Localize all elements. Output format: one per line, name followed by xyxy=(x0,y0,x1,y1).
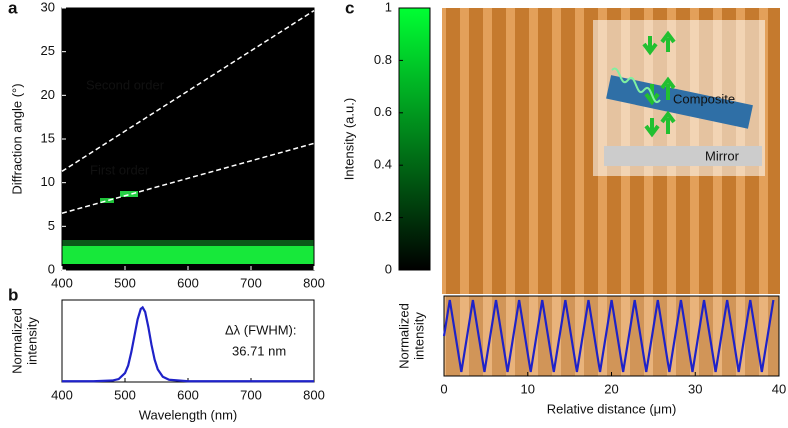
y-tick-label: 0 xyxy=(48,261,55,276)
x-tick-label: 700 xyxy=(240,387,262,402)
x-tick-label: 10 xyxy=(521,381,535,396)
colorbar xyxy=(398,7,431,271)
y-axis-label: Intensity (a.u.) xyxy=(341,98,356,180)
annotation: First order xyxy=(90,162,150,177)
y-axis-label: intensity xyxy=(411,312,426,360)
y-tick-label: 0.2 xyxy=(374,209,392,224)
x-tick-label: 400 xyxy=(51,387,73,402)
annotation: Δλ (FWHM): xyxy=(225,322,297,337)
x-tick-label: 40 xyxy=(772,381,786,396)
arrows xyxy=(642,30,676,138)
x-tick-label: 30 xyxy=(688,381,702,396)
heatmap-band xyxy=(62,240,314,246)
y-axis-label: Diffraction angle (°) xyxy=(9,83,24,194)
series-line xyxy=(61,142,315,214)
plot-frame xyxy=(61,299,315,383)
heatmap-spot xyxy=(100,198,114,203)
panel-label: a xyxy=(8,0,18,17)
y-tick-label: 30 xyxy=(41,0,55,14)
x-tick-label: 600 xyxy=(177,387,199,402)
y-axis-label: intensity xyxy=(24,317,39,365)
x-axis-label: Relative distance (μm) xyxy=(547,401,677,416)
x-tick-label: 0 xyxy=(440,381,447,396)
inset-label: Composite xyxy=(673,91,735,106)
annotation: 36.71 nm xyxy=(232,343,286,358)
panel-label: b xyxy=(8,285,18,304)
x-tick-label: 800 xyxy=(303,387,325,402)
y-tick-label: 0 xyxy=(385,261,392,276)
panel-label: c xyxy=(345,0,354,17)
y-tick-label: 10 xyxy=(41,174,55,189)
y-tick-label: 0.4 xyxy=(374,157,392,172)
series-line xyxy=(442,299,775,373)
series-line xyxy=(62,305,314,383)
coil xyxy=(611,67,661,104)
y-tick-label: 25 xyxy=(41,43,55,58)
profile-bg xyxy=(444,296,779,376)
inset-label: Mirror xyxy=(705,148,740,163)
x-tick-label: 500 xyxy=(114,387,136,402)
y-tick-label: 5 xyxy=(48,218,55,233)
x-tick-label: 20 xyxy=(604,381,618,396)
heatmap-band xyxy=(62,246,314,264)
heatmap-bg xyxy=(62,8,314,270)
series-line xyxy=(61,9,315,172)
mirror-block xyxy=(604,146,762,166)
y-axis-label: Normalized xyxy=(396,303,411,369)
inset: Composite Mirror xyxy=(593,20,765,176)
x-tick-label: 700 xyxy=(240,275,262,290)
composite-block xyxy=(606,75,753,129)
x-tick-label: 800 xyxy=(303,275,325,290)
y-tick-label: 0.6 xyxy=(374,104,392,119)
y-tick-label: 0.8 xyxy=(374,52,392,67)
x-tick-label: 400 xyxy=(51,275,73,290)
x-tick-label: 500 xyxy=(114,275,136,290)
y-tick-label: 15 xyxy=(41,130,55,145)
heatmap-spot xyxy=(120,191,138,197)
y-tick-label: 1 xyxy=(385,0,392,14)
annotation: Second order xyxy=(86,77,165,92)
x-tick-label: 600 xyxy=(177,275,199,290)
x-axis-label: Wavelength (nm) xyxy=(139,407,238,422)
y-axis-label: Normalized xyxy=(9,308,24,374)
y-tick-label: 20 xyxy=(41,87,55,102)
